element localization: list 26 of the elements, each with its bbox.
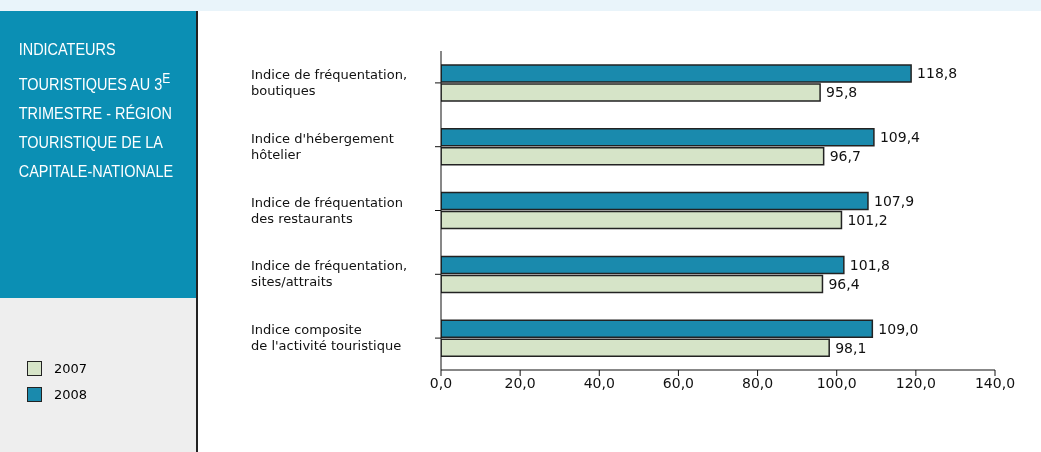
x-tick-label: 80,0 [741,374,774,391]
x-tick-label: 60,0 [662,374,695,391]
y-tick-label: Indice composite de l'activité touristique [251,322,402,354]
y-tick-label: Indice de fréquentation, boutiques [251,66,408,98]
data-label: 96,7 [829,148,861,165]
y-tick-label: Indice d'hébergement hôtelier [251,130,394,162]
data-label: 101,2 [847,212,888,229]
y-tick-label: Indice de fréquentation, sites/attraits [251,258,408,290]
chart-title: INDICATEURS TOURISTIQUES AU 3$^{E}$ TRIMESTRE - RÉGION TOURISTIQUE DE LA CAPITALE-NATIONALE [18,40,174,181]
y-tick-label: Indice de fréquentation des restaurants [251,194,403,226]
data-label: 101,8 [849,256,890,273]
data-label: 96,4 [828,275,860,292]
legend-label: 2007 [54,360,88,376]
data-label: 109,4 [879,129,921,146]
data-label: 109,0 [878,320,919,337]
x-tick-label: 120,0 [895,374,936,391]
data-label: 95,8 [826,84,858,101]
x-tick-label: 140,0 [974,374,1016,391]
x-tick-label: 0,0 [429,374,453,391]
x-tick-label: 40,0 [583,374,615,391]
x-tick-label: 100,0 [816,374,857,391]
legend-label: 2008 [54,386,88,402]
x-tick-label: 20,0 [504,374,536,391]
data-label: 107,9 [873,193,915,210]
data-label: 118,8 [917,65,958,82]
data-label: 98,1 [835,339,867,356]
